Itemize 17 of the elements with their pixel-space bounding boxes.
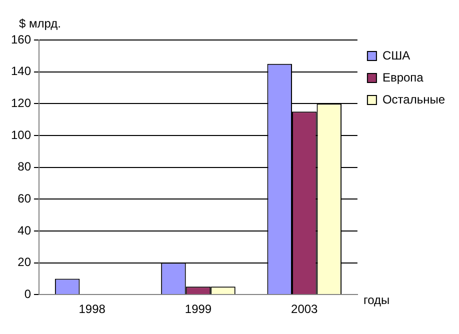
y-tick-label: 40	[18, 223, 32, 238]
x-axis-title: годы	[363, 292, 390, 307]
y-tick-label: 160	[10, 32, 32, 46]
legend-label: США	[382, 48, 410, 62]
x-tick-label: 2003	[291, 302, 318, 316]
x-tick-label: 1998	[78, 302, 106, 316]
legend-label: Европа	[382, 70, 424, 84]
x-tick-label: 1999	[184, 302, 212, 316]
y-tick-label: 0	[24, 286, 32, 301]
y-tick-label: 120	[10, 96, 32, 110]
y-tick-label: 140	[10, 64, 32, 78]
y-tick-label: 80	[18, 160, 32, 174]
y-axis-title: $ млрд.	[19, 16, 62, 30]
legend-label: Остальные	[382, 92, 446, 106]
y-tick-label: 60	[18, 191, 32, 206]
y-tick-label: 100	[10, 128, 32, 142]
y-tick-label: 20	[18, 255, 32, 270]
